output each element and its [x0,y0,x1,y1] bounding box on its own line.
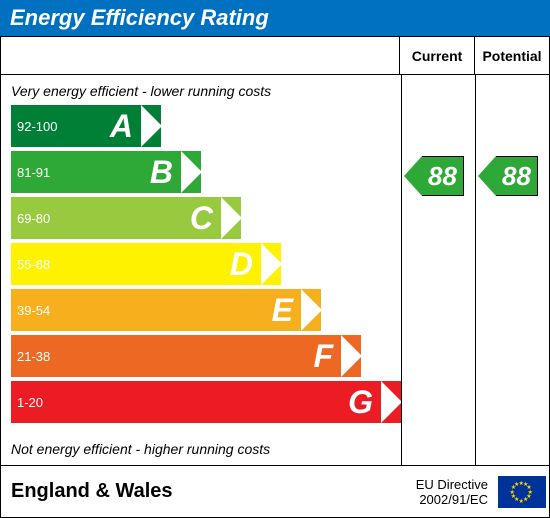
band-row-g: 1-20 G [11,381,401,423]
header-current: Current [399,37,474,74]
band-arrow-e [301,289,322,331]
efficient-label: Very energy efficient - lower running co… [11,83,401,99]
band-arrow-b [181,151,202,193]
chart-area: Very energy efficient - lower running co… [1,75,549,465]
band-range-e: 39-54 [17,303,50,318]
band-letter-b: B [150,154,173,191]
band-arrow-a [141,105,162,147]
band-range-f: 21-38 [17,349,50,364]
band-letter-g: G [348,384,373,421]
directive-label: EU Directive 2002/91/EC [399,466,494,517]
band-range-d: 55-68 [17,257,50,272]
potential-pointer-arrow-icon [478,156,496,196]
band-arrow-f [341,335,362,377]
band-row-d: 55-68 D [11,243,401,285]
inefficient-label: Not energy efficient - higher running co… [11,441,270,457]
title-text: Energy Efficiency Rating [10,5,269,31]
eu-flag-container: ★★★★★★★★★★★★ [494,466,549,517]
band-bar-c: 69-80 C [11,197,241,239]
band-letter-c: C [190,200,213,237]
header-left-spacer [1,37,399,74]
band-bar-f: 21-38 F [11,335,361,377]
bars-area: Very energy efficient - lower running co… [1,75,401,465]
footer: England & Wales EU Directive 2002/91/EC … [1,465,549,517]
band-letter-d: D [230,246,253,283]
band-bar-g: 1-20 G [11,381,401,423]
col-current: 88 [401,75,475,465]
band-bar-e: 39-54 E [11,289,321,331]
band-letter-a: A [110,108,133,145]
current-pointer: 88 [404,156,464,196]
band-range-b: 81-91 [17,165,50,180]
header-row: Current Potential [1,37,549,75]
directive-line1: EU Directive [416,477,488,492]
band-row-f: 21-38 F [11,335,401,377]
band-bar-a: 92-100 A [11,105,161,147]
band-arrow-g [381,381,402,423]
band-letter-e: E [272,292,293,329]
band-row-c: 69-80 C [11,197,401,239]
band-row-a: 92-100 A [11,105,401,147]
band-range-c: 69-80 [17,211,50,226]
band-bar-d: 55-68 D [11,243,281,285]
current-rating-value: 88 [422,156,464,196]
band-range-g: 1-20 [17,395,43,410]
band-range-a: 92-100 [17,119,57,134]
potential-rating-value: 88 [496,156,538,196]
band-row-b: 81-91 B [11,151,401,193]
band-arrow-d [261,243,282,285]
band-bar-b: 81-91 B [11,151,201,193]
main-area: Current Potential Very energy efficient … [0,36,550,518]
band-row-e: 39-54 E [11,289,401,331]
col-potential: 88 [475,75,549,465]
eu-flag-icon: ★★★★★★★★★★★★ [498,476,546,508]
title-bar: Energy Efficiency Rating [0,0,550,36]
eu-star-icon: ★ [514,481,519,488]
directive-line2: 2002/91/EC [419,492,488,507]
potential-pointer: 88 [478,156,538,196]
band-arrow-c [221,197,242,239]
header-potential: Potential [474,37,549,74]
current-pointer-arrow-icon [404,156,422,196]
region-label: England & Wales [1,466,399,517]
band-letter-f: F [313,338,333,375]
